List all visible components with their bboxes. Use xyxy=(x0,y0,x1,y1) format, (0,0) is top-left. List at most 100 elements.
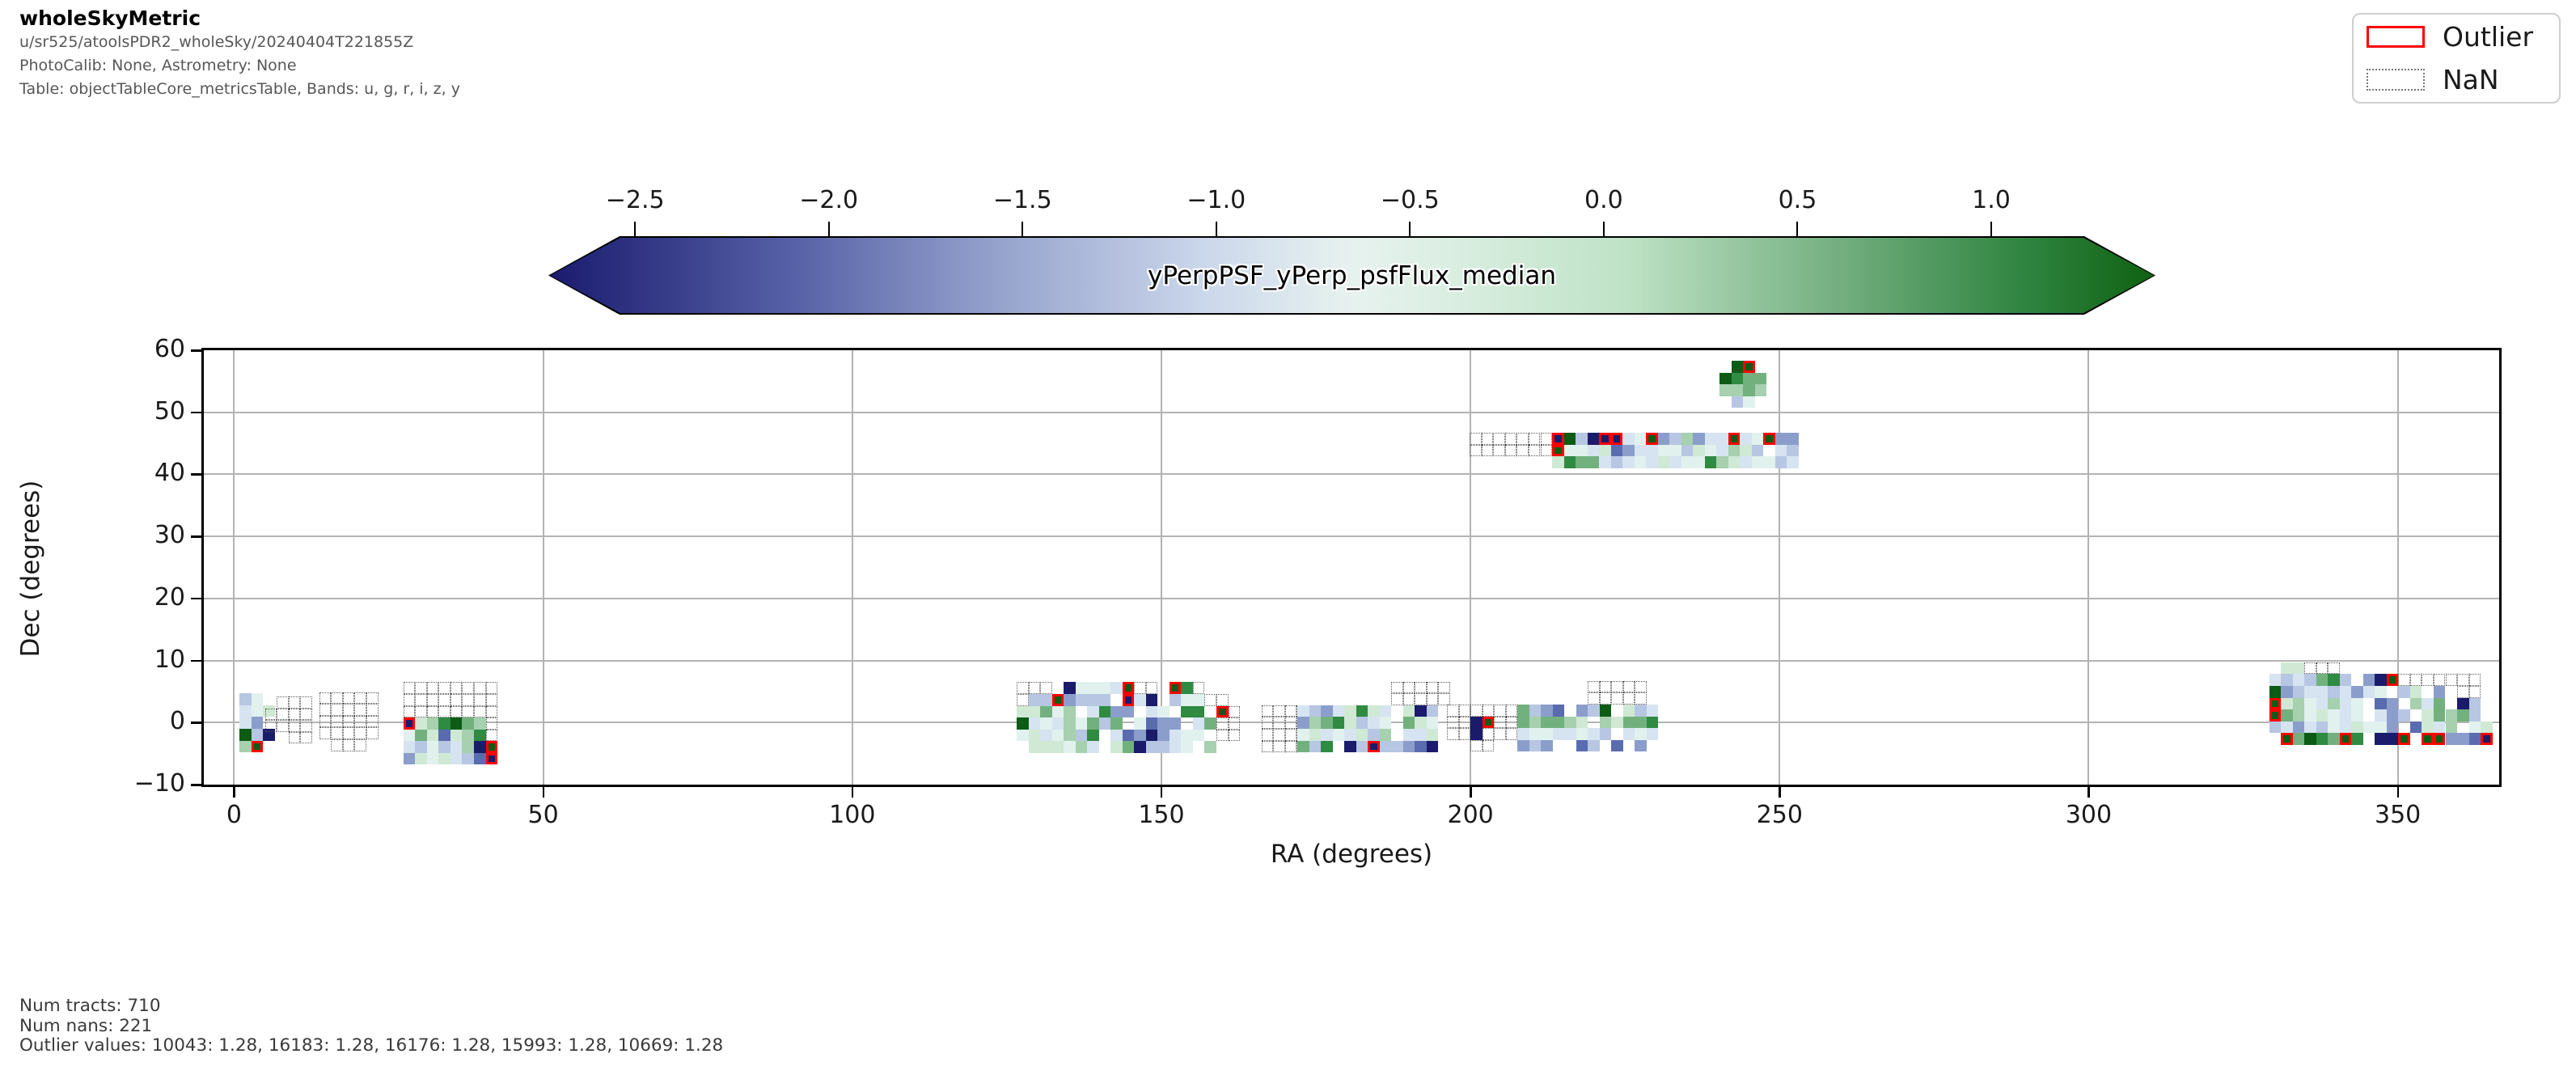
tract-cell xyxy=(1552,728,1565,740)
tract-cell xyxy=(2304,674,2316,686)
nan-cell xyxy=(1017,693,1029,706)
outlier-cell xyxy=(1368,740,1380,753)
header-table-bands: Table: objectTableCore_metricsTable, Ban… xyxy=(19,80,460,98)
colorbar-tick-0.0 xyxy=(1602,222,1605,236)
nan-cell xyxy=(1402,693,1415,705)
tract-cell xyxy=(1552,716,1565,729)
tract-cell xyxy=(1751,456,1764,468)
nan-cell xyxy=(1470,739,1483,752)
nan-cell xyxy=(462,705,474,718)
tract-cell xyxy=(1719,372,1732,385)
tract-cell xyxy=(2292,733,2305,745)
x-tick-0 xyxy=(233,787,235,798)
tract-cell xyxy=(1087,729,1099,742)
colorbar-tick-label-−2.0: −2.0 xyxy=(799,186,859,214)
y-tick-30 xyxy=(191,535,201,538)
tract-cell xyxy=(1716,433,1728,445)
tract-cell xyxy=(251,693,264,705)
tract-cell xyxy=(2362,721,2375,734)
tract-cell xyxy=(2339,721,2352,734)
gridline-x-300 xyxy=(2087,350,2090,785)
tract-cell xyxy=(1563,444,1576,457)
tract-cell xyxy=(1181,741,1193,753)
nan-cell xyxy=(366,715,379,728)
tract-cell xyxy=(1204,717,1216,730)
tract-cell xyxy=(1731,361,1744,373)
nan-cell xyxy=(415,693,427,706)
tract-cell xyxy=(1517,716,1529,729)
tract-cell xyxy=(1379,717,1392,729)
nan-cell xyxy=(1482,705,1495,717)
nan-cell xyxy=(1482,728,1495,740)
colorbar-tick-1.0 xyxy=(1990,222,1993,236)
tract-cell xyxy=(1309,705,1322,717)
tract-cell xyxy=(1751,444,1764,457)
y-tick-50 xyxy=(191,411,201,414)
nan-cell xyxy=(474,682,486,694)
tract-cell xyxy=(426,717,439,730)
tract-cell xyxy=(2422,721,2434,734)
tract-cell xyxy=(1622,716,1635,729)
x-tick-150 xyxy=(1160,787,1163,798)
colorbar: yPerpPSF_yPerp_psfFlux_median −2.5 −2.0 −1… xyxy=(548,186,2155,315)
tract-cell xyxy=(1181,729,1193,742)
tract-cell xyxy=(2375,733,2387,745)
tract-cell xyxy=(2351,721,2363,734)
colorbar-tick-label-−1.0: −1.0 xyxy=(1186,186,1246,214)
nan-cell xyxy=(1228,729,1241,742)
nan-cell xyxy=(426,705,439,718)
tract-cell xyxy=(2351,709,2363,722)
tract-cell xyxy=(1051,705,1064,718)
tract-cell xyxy=(1587,456,1600,468)
nan-cell xyxy=(462,682,474,694)
nan-cell xyxy=(1635,680,1647,693)
tract-cell xyxy=(1731,384,1744,396)
y-axis-label: Dec (degrees) xyxy=(16,480,45,658)
nan-cell xyxy=(1273,740,1285,753)
tract-cell xyxy=(2281,674,2293,686)
tract-cell xyxy=(2316,697,2329,710)
tract-cell xyxy=(1740,433,1752,445)
y-tick-20 xyxy=(191,597,201,600)
tract-cell xyxy=(2281,721,2293,734)
colorbar-tick-0.5 xyxy=(1796,222,1799,236)
nan-cell xyxy=(1493,444,1505,457)
tract-cell xyxy=(1297,705,1309,717)
tract-cell xyxy=(1426,717,1439,729)
tract-cell xyxy=(2351,697,2363,710)
colorbar-tick-label-−1.5: −1.5 xyxy=(992,186,1052,214)
tract-cell xyxy=(1743,372,1755,385)
nan-cell xyxy=(438,693,450,706)
tract-cell xyxy=(1704,444,1717,457)
tract-cell xyxy=(2468,733,2481,745)
nan-cell xyxy=(403,682,416,694)
nan-cell xyxy=(1228,705,1241,718)
tract-cell xyxy=(1716,456,1728,468)
x-tick-label-50: 50 xyxy=(527,801,559,829)
plot-title: wholeSkyMetric xyxy=(19,6,201,30)
outlier-cell xyxy=(1122,693,1135,706)
tract-cell xyxy=(1204,741,1216,753)
nan-cell xyxy=(1216,729,1229,742)
tract-cell xyxy=(1402,717,1415,729)
tract-cell xyxy=(1028,729,1041,742)
tract-cell xyxy=(1145,729,1158,742)
gridline-x-150 xyxy=(1160,350,1162,785)
tract-cell xyxy=(1588,739,1600,752)
tract-cell xyxy=(1587,433,1600,445)
nan-cell xyxy=(277,720,289,732)
y-tick--10 xyxy=(191,784,201,786)
tract-cell xyxy=(1728,456,1741,468)
tract-cell xyxy=(1169,717,1182,730)
tract-cell xyxy=(2386,709,2399,722)
nan-cell xyxy=(1622,680,1635,693)
nan-cell xyxy=(300,696,312,709)
tract-cell xyxy=(1028,705,1041,718)
tract-cell xyxy=(1552,456,1564,468)
nan-cell xyxy=(1504,433,1517,445)
tract-cell xyxy=(2409,697,2422,710)
tract-cell xyxy=(1599,716,1612,729)
tract-cell xyxy=(1426,728,1439,741)
tract-cell xyxy=(1576,705,1588,717)
